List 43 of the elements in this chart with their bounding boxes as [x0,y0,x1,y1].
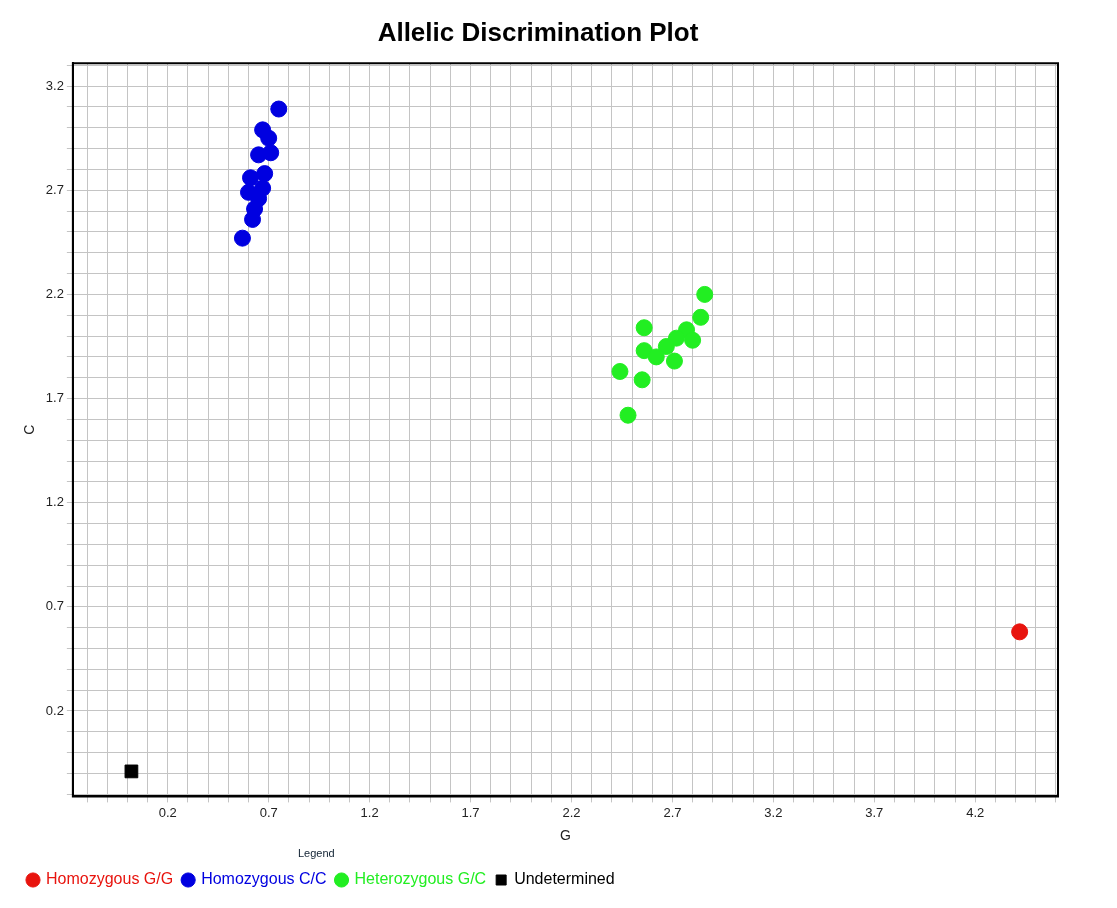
y-axis-title: C [21,424,38,435]
point [233,229,251,247]
x-tick-label: 0.2 [158,804,177,820]
point [256,165,274,183]
point [635,342,653,360]
y-tick-label: 2.2 [45,285,64,301]
chart-title: Allelic Discrimination Plot [377,16,699,47]
legend-label: Homozygous C/C [201,870,327,888]
point [635,319,653,337]
x-tick-label: 0.7 [259,804,278,820]
point [242,169,260,187]
y-tick-label: 1.7 [45,390,64,406]
x-tick-label: 3.2 [764,804,783,820]
y-tick-label: 3.2 [45,77,64,93]
point [260,129,278,147]
y-tick-label: 0.7 [45,598,64,614]
legend-label: Heterozygous G/C [354,870,487,888]
point [684,331,702,349]
x-axis-title: G [559,827,571,844]
x-tick-label: 4.2 [966,804,985,820]
point [647,348,665,366]
point [665,352,683,370]
legend-label: Undetermined [514,870,615,888]
x-tick-label: 2.7 [663,804,682,820]
y-tick-label: 0.2 [45,702,64,718]
point [270,100,288,118]
x-tick-label: 1.2 [360,804,379,820]
point [692,308,710,326]
legend-title: Legend [297,847,335,860]
x-tick-label: 1.7 [461,804,480,820]
y-tick-label: 2.7 [45,181,64,197]
x-tick-label: 2.2 [562,804,581,820]
point [657,337,675,355]
point [619,406,637,424]
point [633,371,651,389]
point [696,285,714,303]
y-tick-label: 1.2 [45,494,64,510]
point [611,362,629,380]
legend-label: Homozygous G/G [46,870,174,888]
point [262,144,280,162]
point [1011,623,1029,641]
x-tick-label: 3.7 [865,804,884,820]
point [124,764,139,779]
